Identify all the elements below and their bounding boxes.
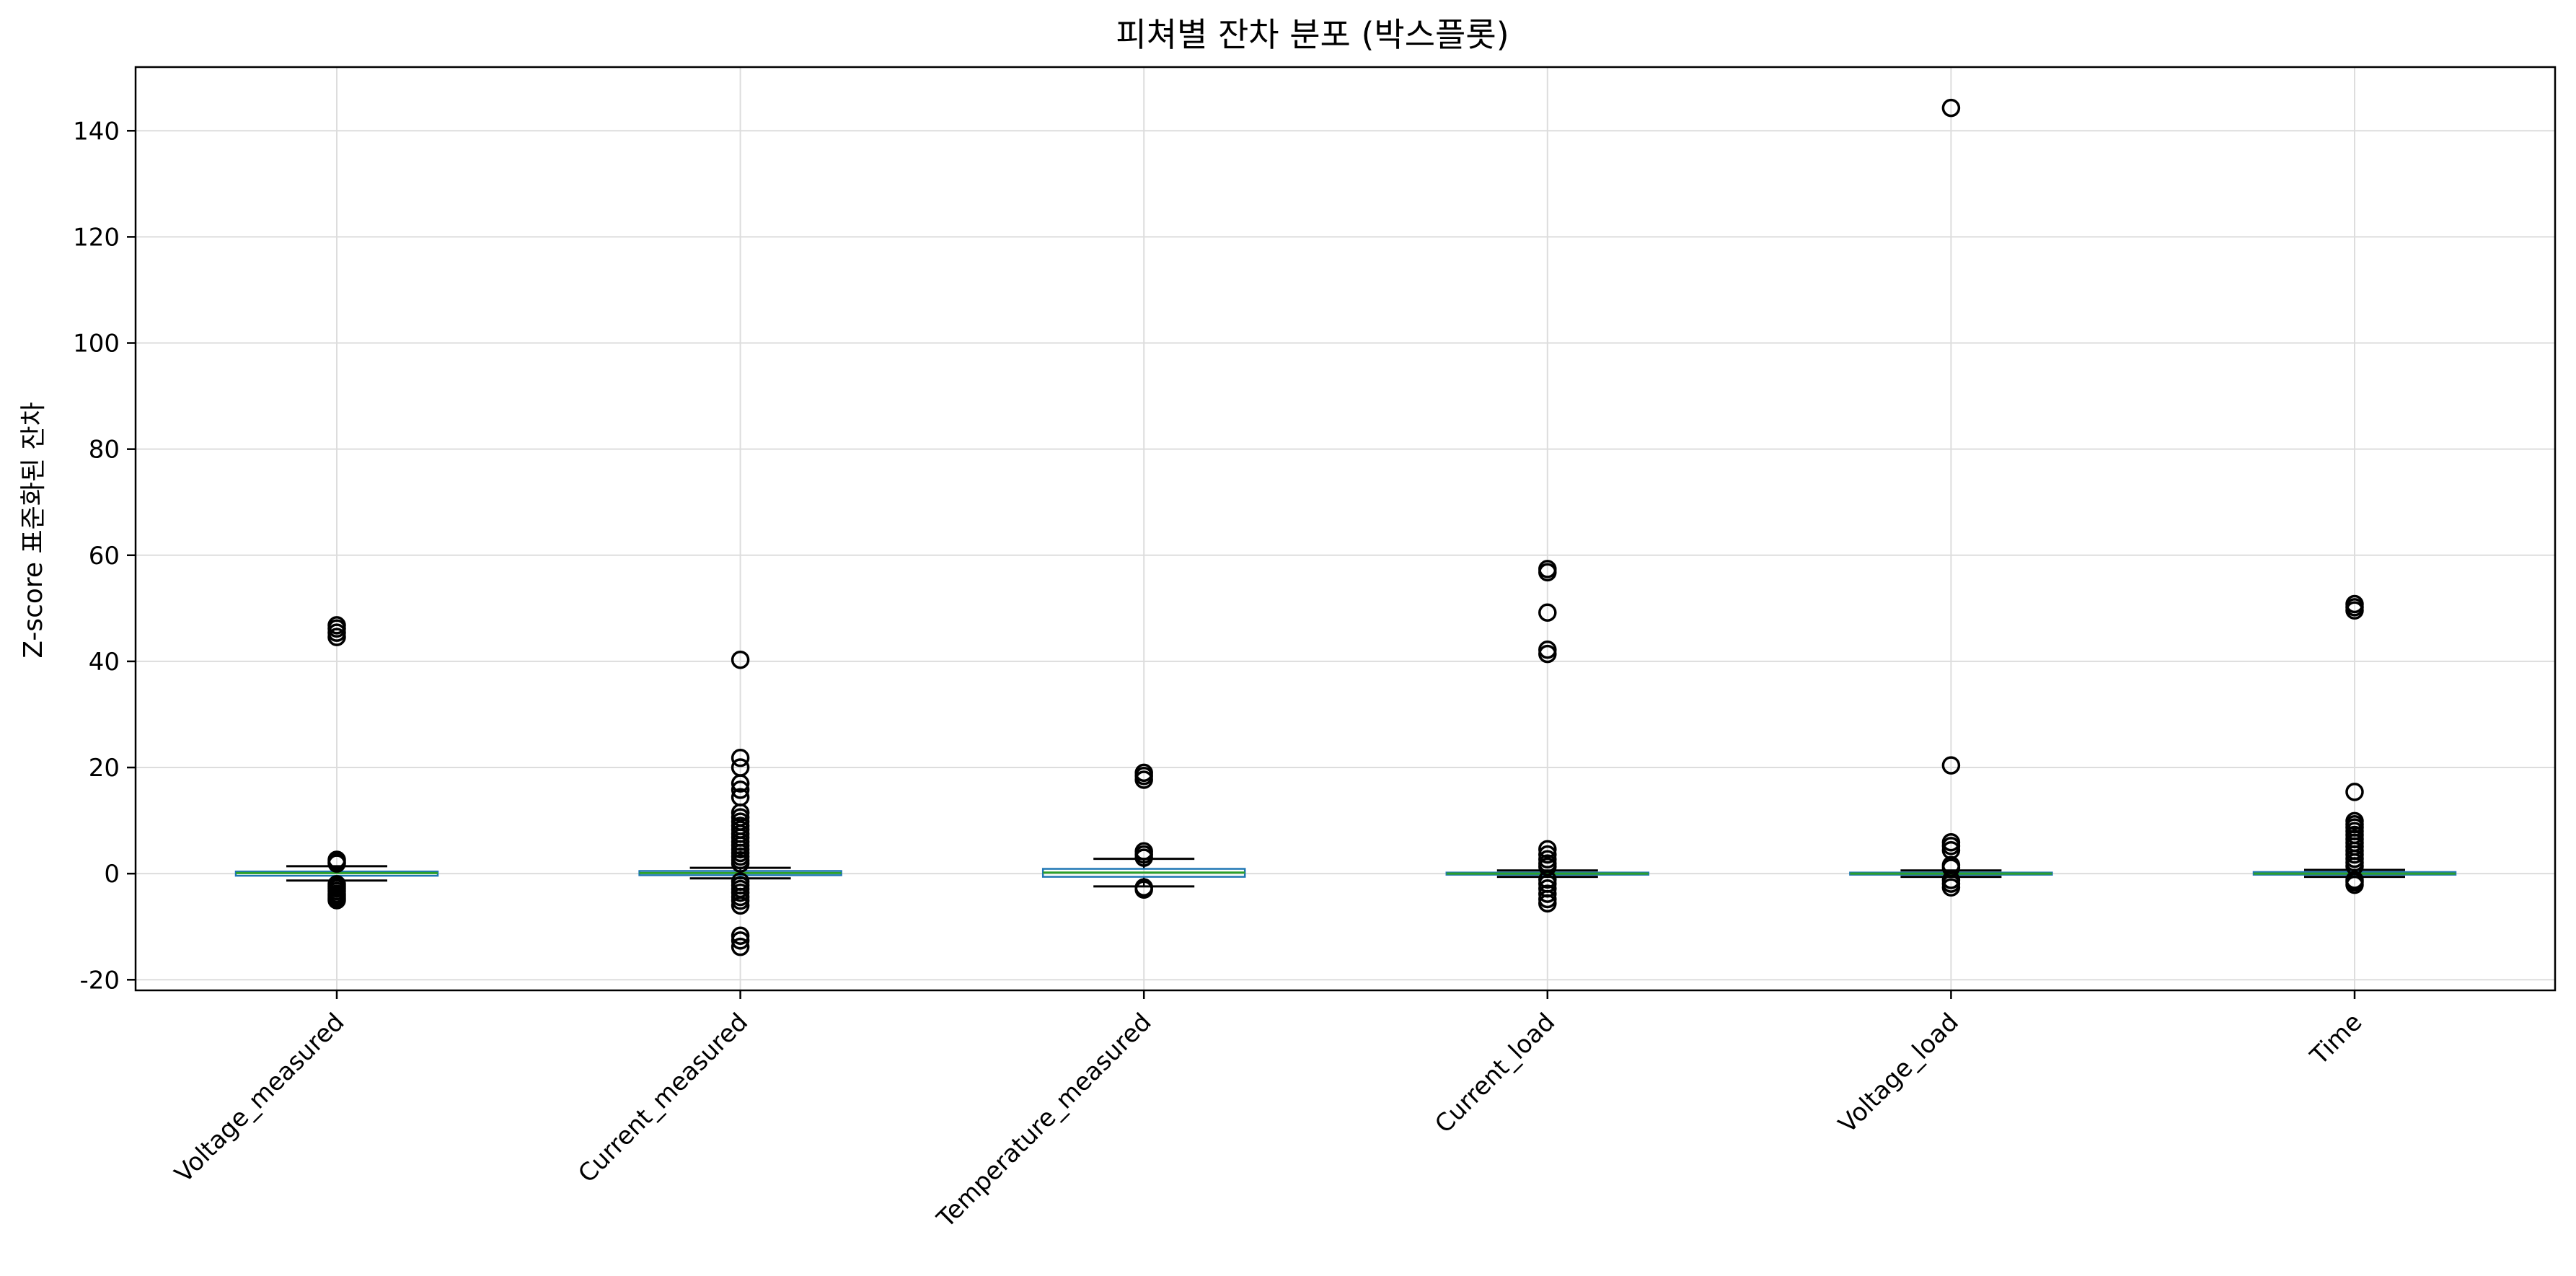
outlier-points [327,98,2364,956]
y-tick-label: 120 [73,223,120,252]
outlier-point [1538,884,1557,903]
outlier-point [1134,880,1153,899]
outlier-point [1538,840,1557,859]
outlier-point [1941,98,1961,118]
outlier-point [731,774,750,793]
outlier-point [731,854,750,873]
y-tick-label: 40 [89,648,120,677]
outlier-point [731,891,750,910]
outlier-point [327,854,346,873]
y-axis-label: Z-score 표준화된 잔차 [19,402,48,658]
y-tick-label: 60 [89,542,120,571]
outlier-point [1538,894,1557,913]
outlier-point [731,650,750,669]
y-tick-label: 140 [73,117,120,146]
outlier-point [731,780,750,799]
outlier-point [327,628,346,646]
outlier-point [327,891,346,910]
y-tick-label: 100 [73,330,120,358]
outlier-point [1538,845,1557,864]
outlier-point [1538,644,1557,664]
outlier-point [731,926,750,945]
plot-frame [134,66,2557,992]
y-tick-label: 20 [89,754,120,783]
y-tick-label: -20 [79,966,120,995]
outlier-point [731,896,750,915]
outlier-point [731,937,750,956]
outlier-point [731,749,750,767]
outlier-point [1941,756,1961,775]
outlier-point [1538,603,1557,622]
outlier-point [2345,783,2364,801]
outlier-point [2345,875,2364,894]
box-Temperature_measured [1041,858,1246,888]
outlier-point [2345,601,2364,620]
chart-title: 피쳐별 잔차 분포 (박스플롯) [1116,15,1509,54]
outlier-point [731,931,750,950]
outlier-point [1941,878,1961,897]
outlier-point [1134,848,1153,867]
y-tick-label: 0 [104,860,120,889]
outlier-point [1134,770,1153,789]
outlier-point [1538,563,1557,582]
grid-lines [136,67,2555,990]
y-axis-ticks: -20 0 20 40 60 80 100 120 140 [73,117,136,995]
y-tick-label: 80 [89,436,120,465]
